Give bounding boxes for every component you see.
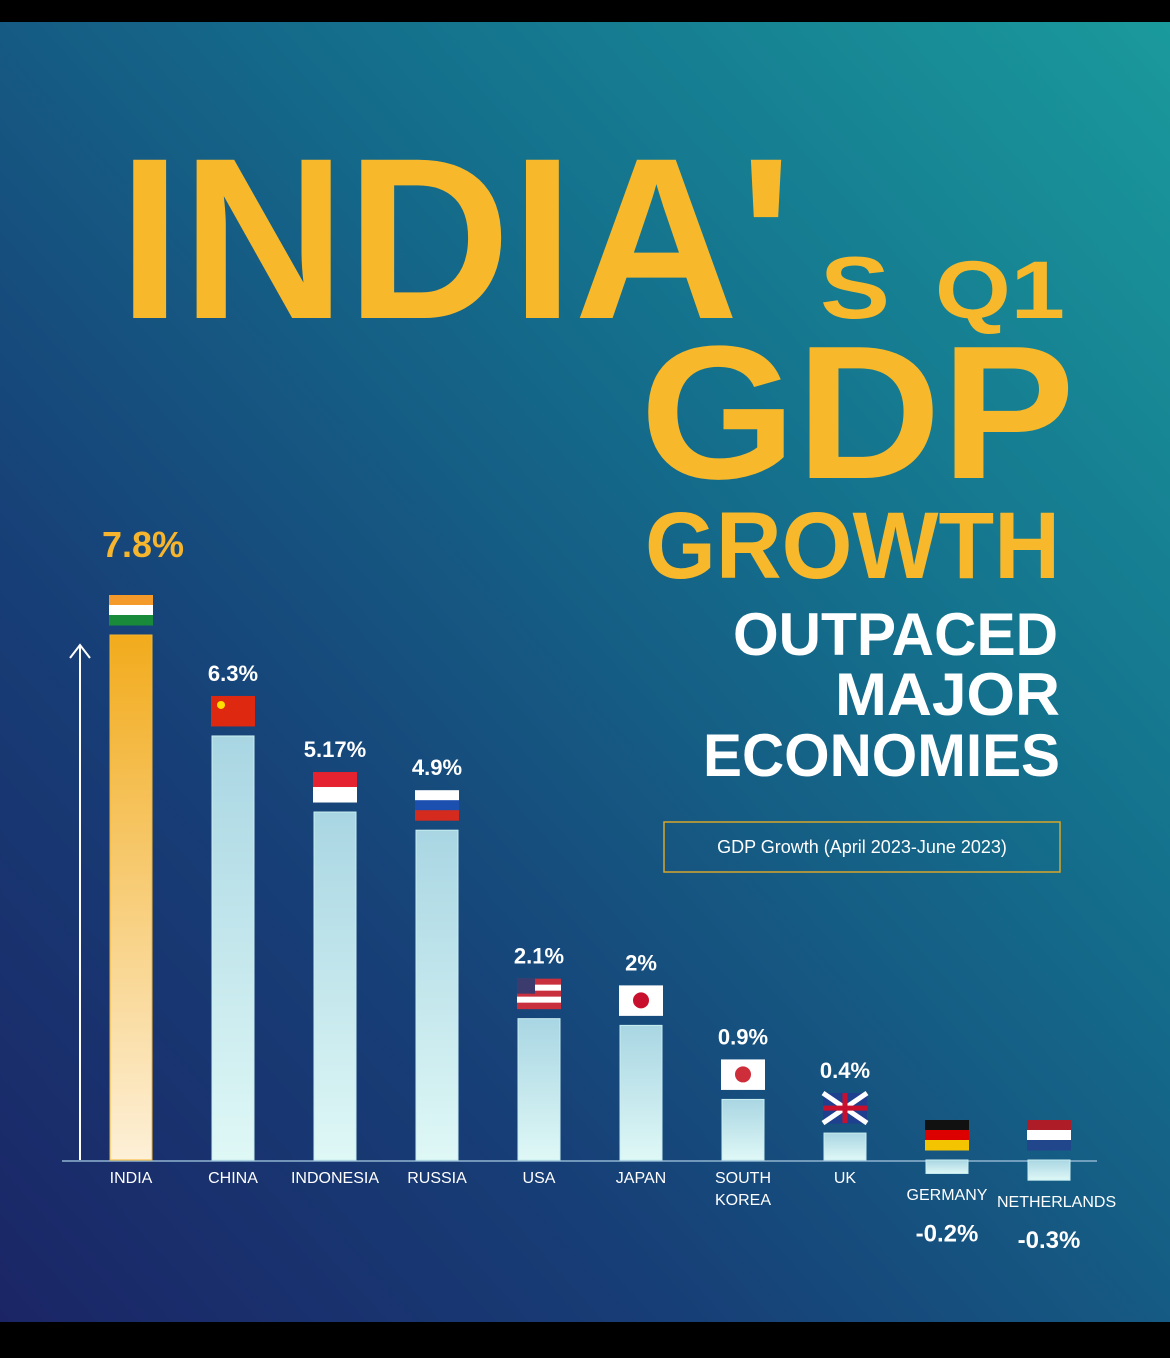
value-label: -0.3%: [1018, 1227, 1081, 1254]
flag: [313, 787, 357, 803]
flag: [313, 772, 357, 788]
flag: [517, 1002, 561, 1010]
value-label: -0.2%: [916, 1220, 979, 1247]
flag: [109, 595, 153, 606]
flag: [217, 700, 225, 709]
flag: [823, 1093, 867, 1124]
subtitle-line: ECONOMIES: [703, 722, 1060, 789]
flag: [109, 615, 153, 626]
value-label: 2%: [625, 950, 657, 975]
value-label: 2.1%: [514, 944, 564, 969]
x-tick-label: UK: [833, 1170, 857, 1187]
title-part: INDIA': [118, 110, 793, 367]
x-tick-label: SOUTH KOREA: [714, 1170, 771, 1209]
flag: [1027, 1140, 1071, 1151]
x-tick-label: INDONESIA: [290, 1170, 379, 1187]
x-tick-label: RUSSIA: [407, 1170, 467, 1187]
title-part: GDP: [640, 307, 1075, 519]
subtitle-group: OUTPACED MAJOR ECONOMIES: [703, 601, 1060, 789]
flag: [633, 992, 649, 1009]
title-part: Q1: [935, 245, 1065, 336]
flag: [517, 978, 561, 986]
flag: [109, 605, 153, 616]
value-label: 6.3%: [208, 661, 258, 686]
bar: [415, 829, 459, 1161]
flag: [925, 1140, 969, 1151]
bar: [109, 634, 153, 1161]
flag: [925, 1130, 969, 1141]
bar: [211, 735, 255, 1161]
arrow-head: [69, 643, 91, 659]
flag: [735, 1066, 751, 1083]
caption-box: [663, 821, 1061, 873]
flag: [1027, 1130, 1071, 1141]
flag: [517, 984, 561, 992]
flag: [211, 695, 255, 727]
subtitle-line: OUTPACED: [733, 601, 1058, 668]
x-tick-label: GERMANY: [906, 1187, 988, 1205]
bar: [925, 1159, 969, 1174]
bar: [619, 1024, 663, 1161]
value-label: 5.17%: [304, 737, 366, 762]
flag: [517, 990, 561, 998]
value-label: 0.4%: [820, 1058, 870, 1083]
title-part: S: [820, 238, 890, 337]
bar: [823, 1132, 867, 1161]
flag: [517, 996, 561, 1004]
title-part: GROWTH: [645, 493, 1060, 599]
bar: [313, 811, 357, 1161]
subtitle-line: MAJOR: [835, 661, 1060, 728]
value-label: 4.9%: [412, 755, 462, 780]
flag: [415, 810, 459, 821]
flag: [517, 978, 535, 994]
bar: [1027, 1159, 1071, 1181]
x-tick-label: CHINA: [208, 1170, 258, 1187]
title-group: INDIA' S Q1 GDP GROWTH: [118, 110, 1075, 599]
value-label: 7.8%: [102, 524, 184, 565]
x-tick-label: INDIA: [109, 1170, 153, 1187]
x-tick-label: JAPAN: [615, 1170, 667, 1187]
value-label: 0.9%: [718, 1024, 768, 1049]
x-tick-label: USA: [522, 1170, 556, 1187]
bar: [517, 1018, 561, 1161]
flag: [415, 790, 459, 801]
x-tick-label: NETHERLANDS: [997, 1194, 1117, 1212]
flag: [1027, 1120, 1071, 1131]
flag: [415, 800, 459, 811]
background: [0, 22, 1170, 1322]
flag: [925, 1120, 969, 1131]
bar: [721, 1098, 765, 1161]
caption: GDP Growth (April 2023-June 2023): [717, 837, 1007, 857]
